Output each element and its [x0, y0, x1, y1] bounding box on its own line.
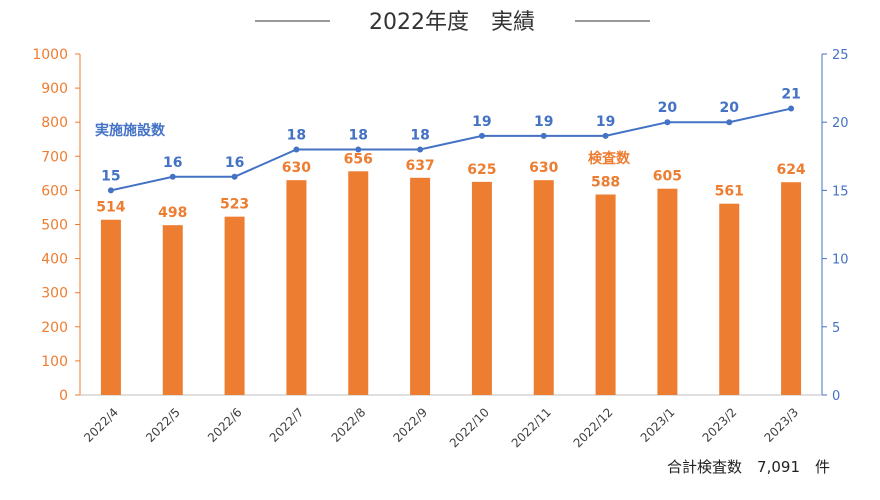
- x-tick-label: 2022/7: [267, 405, 307, 445]
- x-tick-label: 2022/12: [571, 405, 616, 450]
- x-tick-label: 2022/5: [143, 405, 183, 445]
- bar-value-label: 523: [220, 197, 249, 213]
- line-value-label: 16: [163, 155, 182, 171]
- bar-value-label: 656: [344, 151, 373, 167]
- left-tick-label: 100: [41, 354, 68, 370]
- line-value-label: 18: [287, 127, 306, 143]
- line-value-label: 20: [658, 100, 678, 116]
- bar-value-label: 588: [591, 174, 620, 190]
- x-tick-label: 2022/6: [205, 405, 245, 445]
- x-tick-label: 2023/1: [638, 405, 678, 445]
- bar: [162, 225, 183, 395]
- left-tick-label: 300: [41, 286, 68, 302]
- bar-value-label: 630: [529, 160, 558, 176]
- x-tick-label: 2022/4: [81, 405, 121, 445]
- x-tick-label: 2022/9: [390, 405, 430, 445]
- line-value-label: 16: [225, 155, 244, 171]
- x-tick-label: 2022/11: [509, 405, 554, 450]
- line-value-label: 20: [720, 100, 740, 116]
- line-point: [169, 173, 176, 180]
- bar: [781, 182, 802, 395]
- data-labels: 514 498 523 630 656 637 625 630 588 605 561 624 15 16…: [96, 87, 806, 222]
- bar: [100, 219, 121, 395]
- right-tick-label: 5: [832, 321, 840, 336]
- series-name-tests: 検査数: [588, 150, 631, 167]
- left-tick-label: 0: [59, 388, 68, 404]
- bar-value-label: 625: [467, 162, 496, 178]
- left-tick-label: 900: [41, 81, 68, 97]
- line-value-label: 21: [781, 87, 800, 103]
- left-tick-label: 600: [41, 183, 68, 199]
- right-tick-label: 25: [832, 48, 849, 63]
- bar: [348, 171, 369, 395]
- bar: [533, 180, 554, 395]
- series-name-facilities: 実施施設数: [95, 122, 166, 139]
- left-tick-label: 400: [41, 252, 68, 268]
- bar-value-label: 561: [715, 184, 744, 200]
- bar: [286, 180, 307, 395]
- line-point: [478, 132, 485, 139]
- bar-value-label: 624: [776, 162, 805, 178]
- x-tick-label: 2022/8: [329, 405, 369, 445]
- chart-title: 2022年度 実績: [369, 10, 535, 35]
- line-point: [107, 187, 114, 194]
- left-tick-label: 500: [41, 218, 68, 234]
- bar: [719, 203, 740, 395]
- total-footnote: 合計検査数 7,091 件: [667, 458, 830, 476]
- x-tick-label: 2023/3: [761, 405, 801, 445]
- bar: [471, 181, 492, 395]
- line-value-label: 18: [410, 127, 429, 143]
- right-tick-label: 20: [832, 116, 849, 131]
- bar-value-label: 498: [158, 205, 187, 221]
- left-tick-label: 1000: [32, 47, 68, 63]
- right-tick-label: 0: [832, 389, 840, 404]
- bar: [224, 216, 245, 395]
- line-value-label: 19: [472, 114, 491, 130]
- bar: [595, 194, 616, 395]
- line-value-label: 19: [534, 114, 553, 130]
- line-point: [355, 146, 362, 153]
- line-value-label: 19: [596, 114, 615, 130]
- x-tick-label: 2023/2: [700, 405, 740, 445]
- line-point: [417, 146, 424, 153]
- left-tick-label: 700: [41, 149, 68, 165]
- line-point: [293, 146, 300, 153]
- line-point: [231, 173, 238, 180]
- line-value-label: 18: [349, 127, 368, 143]
- bar-value-label: 605: [653, 169, 682, 185]
- line-series: [107, 105, 795, 194]
- line-point: [788, 105, 795, 112]
- x-tick-label: 2022/10: [447, 405, 492, 450]
- line-point: [602, 132, 609, 139]
- bar-value-label: 514: [96, 200, 125, 216]
- right-tick-label: 10: [832, 253, 849, 268]
- line-point: [664, 119, 671, 126]
- bar-series: [100, 171, 802, 395]
- left-tick-label: 800: [41, 115, 68, 131]
- bar: [410, 177, 431, 395]
- line-value-label: 15: [101, 168, 120, 184]
- series-line: [110, 107, 792, 192]
- left-tick-label: 200: [41, 320, 68, 336]
- line-point: [540, 132, 547, 139]
- right-tick-label: 15: [832, 184, 849, 199]
- bar: [657, 188, 678, 395]
- bar-value-label: 637: [405, 158, 434, 174]
- line-point: [726, 119, 733, 126]
- bar-value-label: 630: [282, 160, 311, 176]
